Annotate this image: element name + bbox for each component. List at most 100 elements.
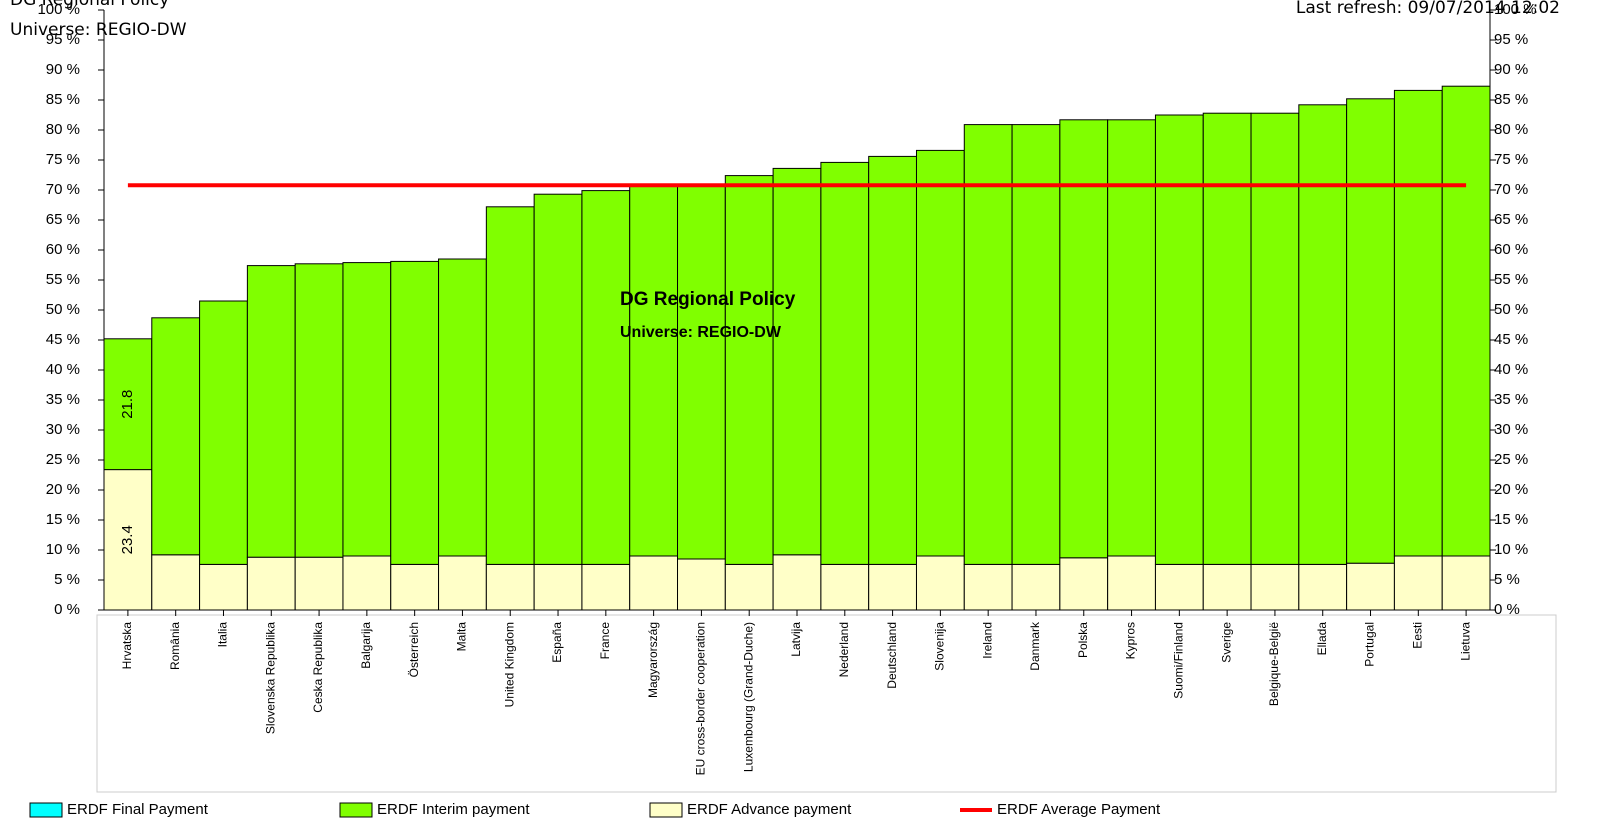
bar-segment [246,556,296,611]
y2-tick-label: 100 % [1494,1,1537,18]
bar-segment [342,555,392,611]
bar-segment [1011,124,1061,565]
bar-segment [724,175,774,565]
x-tick-label: Portugal [1363,622,1377,667]
bar-segment [772,554,822,611]
bar-segment [915,555,965,611]
header-subtitle: Universe: REGIO-DW [10,20,187,40]
x-tick-label: España [550,622,564,663]
y-tick-label: 85 % [46,91,80,108]
bar-segment [151,317,201,556]
legend-label: ERDF Average Payment [997,801,1161,818]
y2-tick-label: 25 % [1494,451,1528,468]
x-tick-label: Belgique-België [1267,622,1281,706]
x-tick-label: Ireland [980,622,994,659]
x-tick-label: Luxembourg (Grand-Duche) [741,622,755,772]
legend-swatch [649,802,683,818]
bar-segment [1441,85,1491,557]
bar-segment [1107,119,1156,557]
bar-segment [820,161,870,565]
bar-segment [1202,563,1252,611]
x-tick-label: Ellada [1315,622,1329,656]
y2-tick-label: 40 % [1494,361,1528,378]
x-tick-label: Suomi/Finland [1172,622,1186,699]
y2-tick-label: 70 % [1494,181,1528,198]
legend-swatch [339,802,373,818]
bar-segment [1298,104,1348,565]
x-tick-label: Slovenska Republika [263,622,277,734]
x-tick-label: România [168,622,182,670]
x-tick-label: Polska [1076,622,1090,658]
y2-tick-label: 5 % [1494,571,1520,588]
y2-tick-label: 10 % [1494,541,1528,558]
bar-segment [581,563,631,611]
y2-tick-label: 65 % [1494,211,1528,228]
y2-tick-label: 50 % [1494,301,1528,318]
x-tick-label: Eesti [1410,622,1424,649]
x-tick-label: Ceska Republika [311,622,325,713]
bar-segment [1393,555,1443,611]
y-tick-label: 70 % [46,181,80,198]
y-tick-label: 80 % [46,121,80,138]
x-tick-label: Kypros [1124,622,1138,659]
x-tick-label: Latvija [789,622,803,657]
bar-segment [103,469,153,611]
data-label: 21.8 [119,390,136,419]
bar-segment [438,555,487,611]
y-tick-label: 100 % [37,1,80,18]
bar-segment [772,167,822,556]
legend-label: ERDF Final Payment [67,801,209,818]
bar-segment [581,190,631,565]
y2-tick-label: 20 % [1494,481,1528,498]
y2-tick-label: 85 % [1494,91,1528,108]
bar-segment [1346,98,1395,564]
y-tick-label: 95 % [46,31,80,48]
y2-tick-label: 15 % [1494,511,1528,528]
bar-segment [868,563,917,611]
bar-segment [1393,89,1443,557]
header-title: DG Regional Policy [10,0,169,10]
bar-segment [1298,563,1348,611]
y-tick-label: 40 % [46,361,80,378]
y-tick-label: 0 % [54,601,80,618]
bar-segment [1011,563,1061,611]
x-tick-label: France [598,622,612,660]
x-tick-label: Balgarija [359,622,373,669]
y-tick-label: 60 % [46,241,80,258]
bar-segment [485,206,535,565]
bar-segment [1154,563,1204,611]
bar-segment [199,300,248,565]
refresh: Last refresh: 09/07/2014 12:02 [1296,0,1560,18]
y-tick-label: 25 % [46,451,80,468]
bar-segment [1250,563,1300,611]
y2-tick-label: 45 % [1494,331,1528,348]
y-tick-label: 10 % [46,541,80,558]
legend-label: ERDF Advance payment [687,801,852,818]
y-tick-label: 35 % [46,391,80,408]
y2-tick-label: 95 % [1494,31,1528,48]
x-tick-label: Deutschland [885,622,899,689]
bar-segment [1441,555,1491,611]
bar-segment [533,563,583,611]
bar-segment [342,262,392,557]
y-tick-label: 50 % [46,301,80,318]
x-tick-label: Lietuva [1458,622,1472,661]
bar-segment [915,149,965,557]
bar-segment [246,265,296,558]
x-tick-label: Sverige [1219,622,1233,663]
legend-label: ERDF Interim payment [377,801,530,818]
y2-tick-label: 30 % [1494,421,1528,438]
bar-segment [1059,119,1109,559]
bar-segment [963,563,1013,611]
x-tick-label: Österreich [407,622,421,677]
y2-tick-label: 35 % [1494,391,1528,408]
bar-segment [294,263,344,558]
bar-segment [629,185,679,557]
y-tick-label: 75 % [46,151,80,168]
x-tick-label: EU cross-border cooperation [694,622,708,775]
y2-tick-label: 75 % [1494,151,1528,168]
y-tick-label: 20 % [46,481,80,498]
bar-segment [533,193,583,565]
x-tick-label: Slovenija [933,622,947,671]
bar-segment [438,258,487,557]
